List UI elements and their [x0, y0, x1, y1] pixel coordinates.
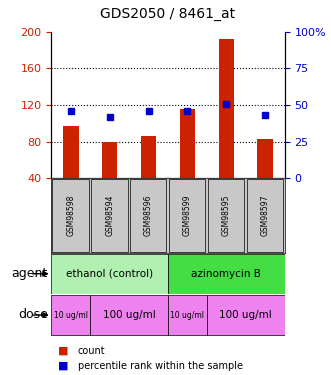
Text: percentile rank within the sample: percentile rank within the sample — [78, 361, 243, 370]
Text: 100 ug/ml: 100 ug/ml — [219, 310, 272, 320]
Text: GDS2050 / 8461_at: GDS2050 / 8461_at — [100, 7, 236, 21]
Text: count: count — [78, 346, 105, 355]
FancyBboxPatch shape — [247, 179, 283, 252]
Text: GSM98595: GSM98595 — [222, 195, 231, 236]
Text: ■: ■ — [58, 346, 69, 355]
FancyBboxPatch shape — [168, 295, 207, 335]
Text: GSM98598: GSM98598 — [66, 195, 75, 236]
Text: ■: ■ — [58, 361, 69, 370]
Bar — [218, 39, 234, 178]
FancyBboxPatch shape — [52, 179, 89, 252]
FancyBboxPatch shape — [169, 179, 205, 252]
Text: agent: agent — [12, 267, 48, 280]
Bar — [102, 142, 118, 178]
Text: 100 ug/ml: 100 ug/ml — [103, 310, 156, 320]
Text: 10 ug/ml: 10 ug/ml — [170, 310, 205, 320]
Text: GSM98597: GSM98597 — [261, 195, 270, 236]
FancyBboxPatch shape — [90, 295, 168, 335]
Bar — [258, 139, 273, 178]
Bar — [180, 109, 195, 178]
FancyBboxPatch shape — [130, 179, 166, 252]
Text: ethanol (control): ethanol (control) — [66, 269, 153, 279]
FancyBboxPatch shape — [208, 179, 244, 252]
FancyBboxPatch shape — [91, 179, 127, 252]
Text: GSM98596: GSM98596 — [144, 195, 153, 236]
Text: dose: dose — [18, 309, 48, 321]
Bar — [141, 136, 156, 178]
Bar — [63, 126, 78, 178]
Text: GSM98599: GSM98599 — [183, 195, 192, 236]
Text: azinomycin B: azinomycin B — [191, 269, 261, 279]
FancyBboxPatch shape — [51, 254, 168, 294]
FancyBboxPatch shape — [168, 254, 285, 294]
FancyBboxPatch shape — [207, 295, 285, 335]
Text: GSM98594: GSM98594 — [105, 195, 114, 236]
FancyBboxPatch shape — [51, 295, 90, 335]
Text: 10 ug/ml: 10 ug/ml — [54, 310, 88, 320]
